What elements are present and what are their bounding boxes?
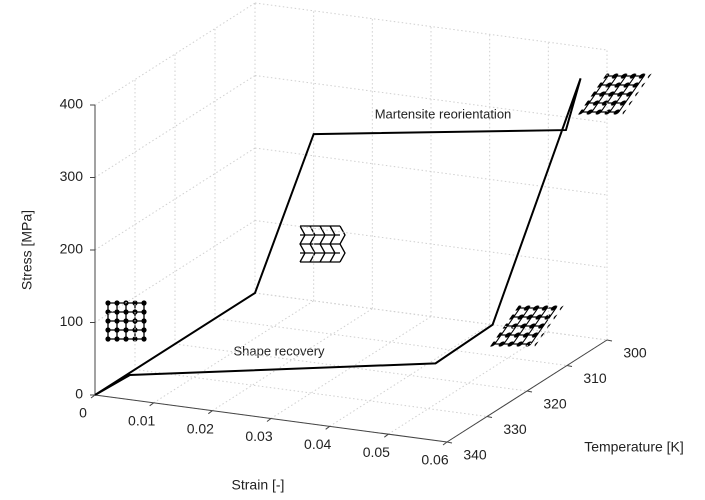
x-tick-label: 0.05 <box>363 444 390 460</box>
x-tick-label: 0.02 <box>187 420 214 436</box>
tick-mark <box>384 433 389 438</box>
annotation: Shape recovery <box>233 343 325 358</box>
z-tick-label: 100 <box>60 313 84 329</box>
z-tick-label: 400 <box>60 96 84 112</box>
y-tick-label: 320 <box>543 396 567 412</box>
tick-mark <box>442 441 448 446</box>
tick-mark <box>149 402 154 407</box>
y-tick-label: 330 <box>503 421 527 437</box>
tick-mark <box>526 390 533 393</box>
x-tick-label: 0 <box>79 405 87 421</box>
z-axis-label: Stress [MPa] <box>19 210 35 290</box>
tick-mark <box>325 425 330 430</box>
annotation: Martensite reorientation <box>375 106 512 121</box>
lattice-icon <box>575 73 653 118</box>
x-tick-label: 0.06 <box>421 452 448 468</box>
x-tick-label: 0.03 <box>245 428 272 444</box>
z-tick-label: 300 <box>60 168 84 184</box>
y-tick-label: 340 <box>463 447 487 463</box>
data-line <box>94 78 582 396</box>
grid-line <box>388 331 549 435</box>
z-tick-label: 200 <box>60 241 84 257</box>
tick-mark <box>208 410 213 415</box>
tick-mark <box>446 441 453 444</box>
lattice-icon <box>487 305 565 350</box>
tick-mark <box>266 418 272 422</box>
grid-line <box>134 369 488 417</box>
grid-line <box>212 308 373 412</box>
tick-mark <box>566 365 573 367</box>
x-axis-label: Strain [-] <box>232 477 285 493</box>
z-tick-label: 0 <box>75 386 83 402</box>
tick-mark <box>606 339 613 342</box>
y-tick-label: 300 <box>623 345 647 361</box>
y-tick-label: 310 <box>583 370 607 386</box>
lattice-icon <box>299 225 346 263</box>
x-tick-label: 0.04 <box>304 436 331 452</box>
lattice-icon <box>105 300 150 345</box>
x-tick-label: 0.01 <box>128 413 155 429</box>
y-axis-label: Temperature [K] <box>584 439 684 455</box>
tick-mark <box>486 416 493 418</box>
